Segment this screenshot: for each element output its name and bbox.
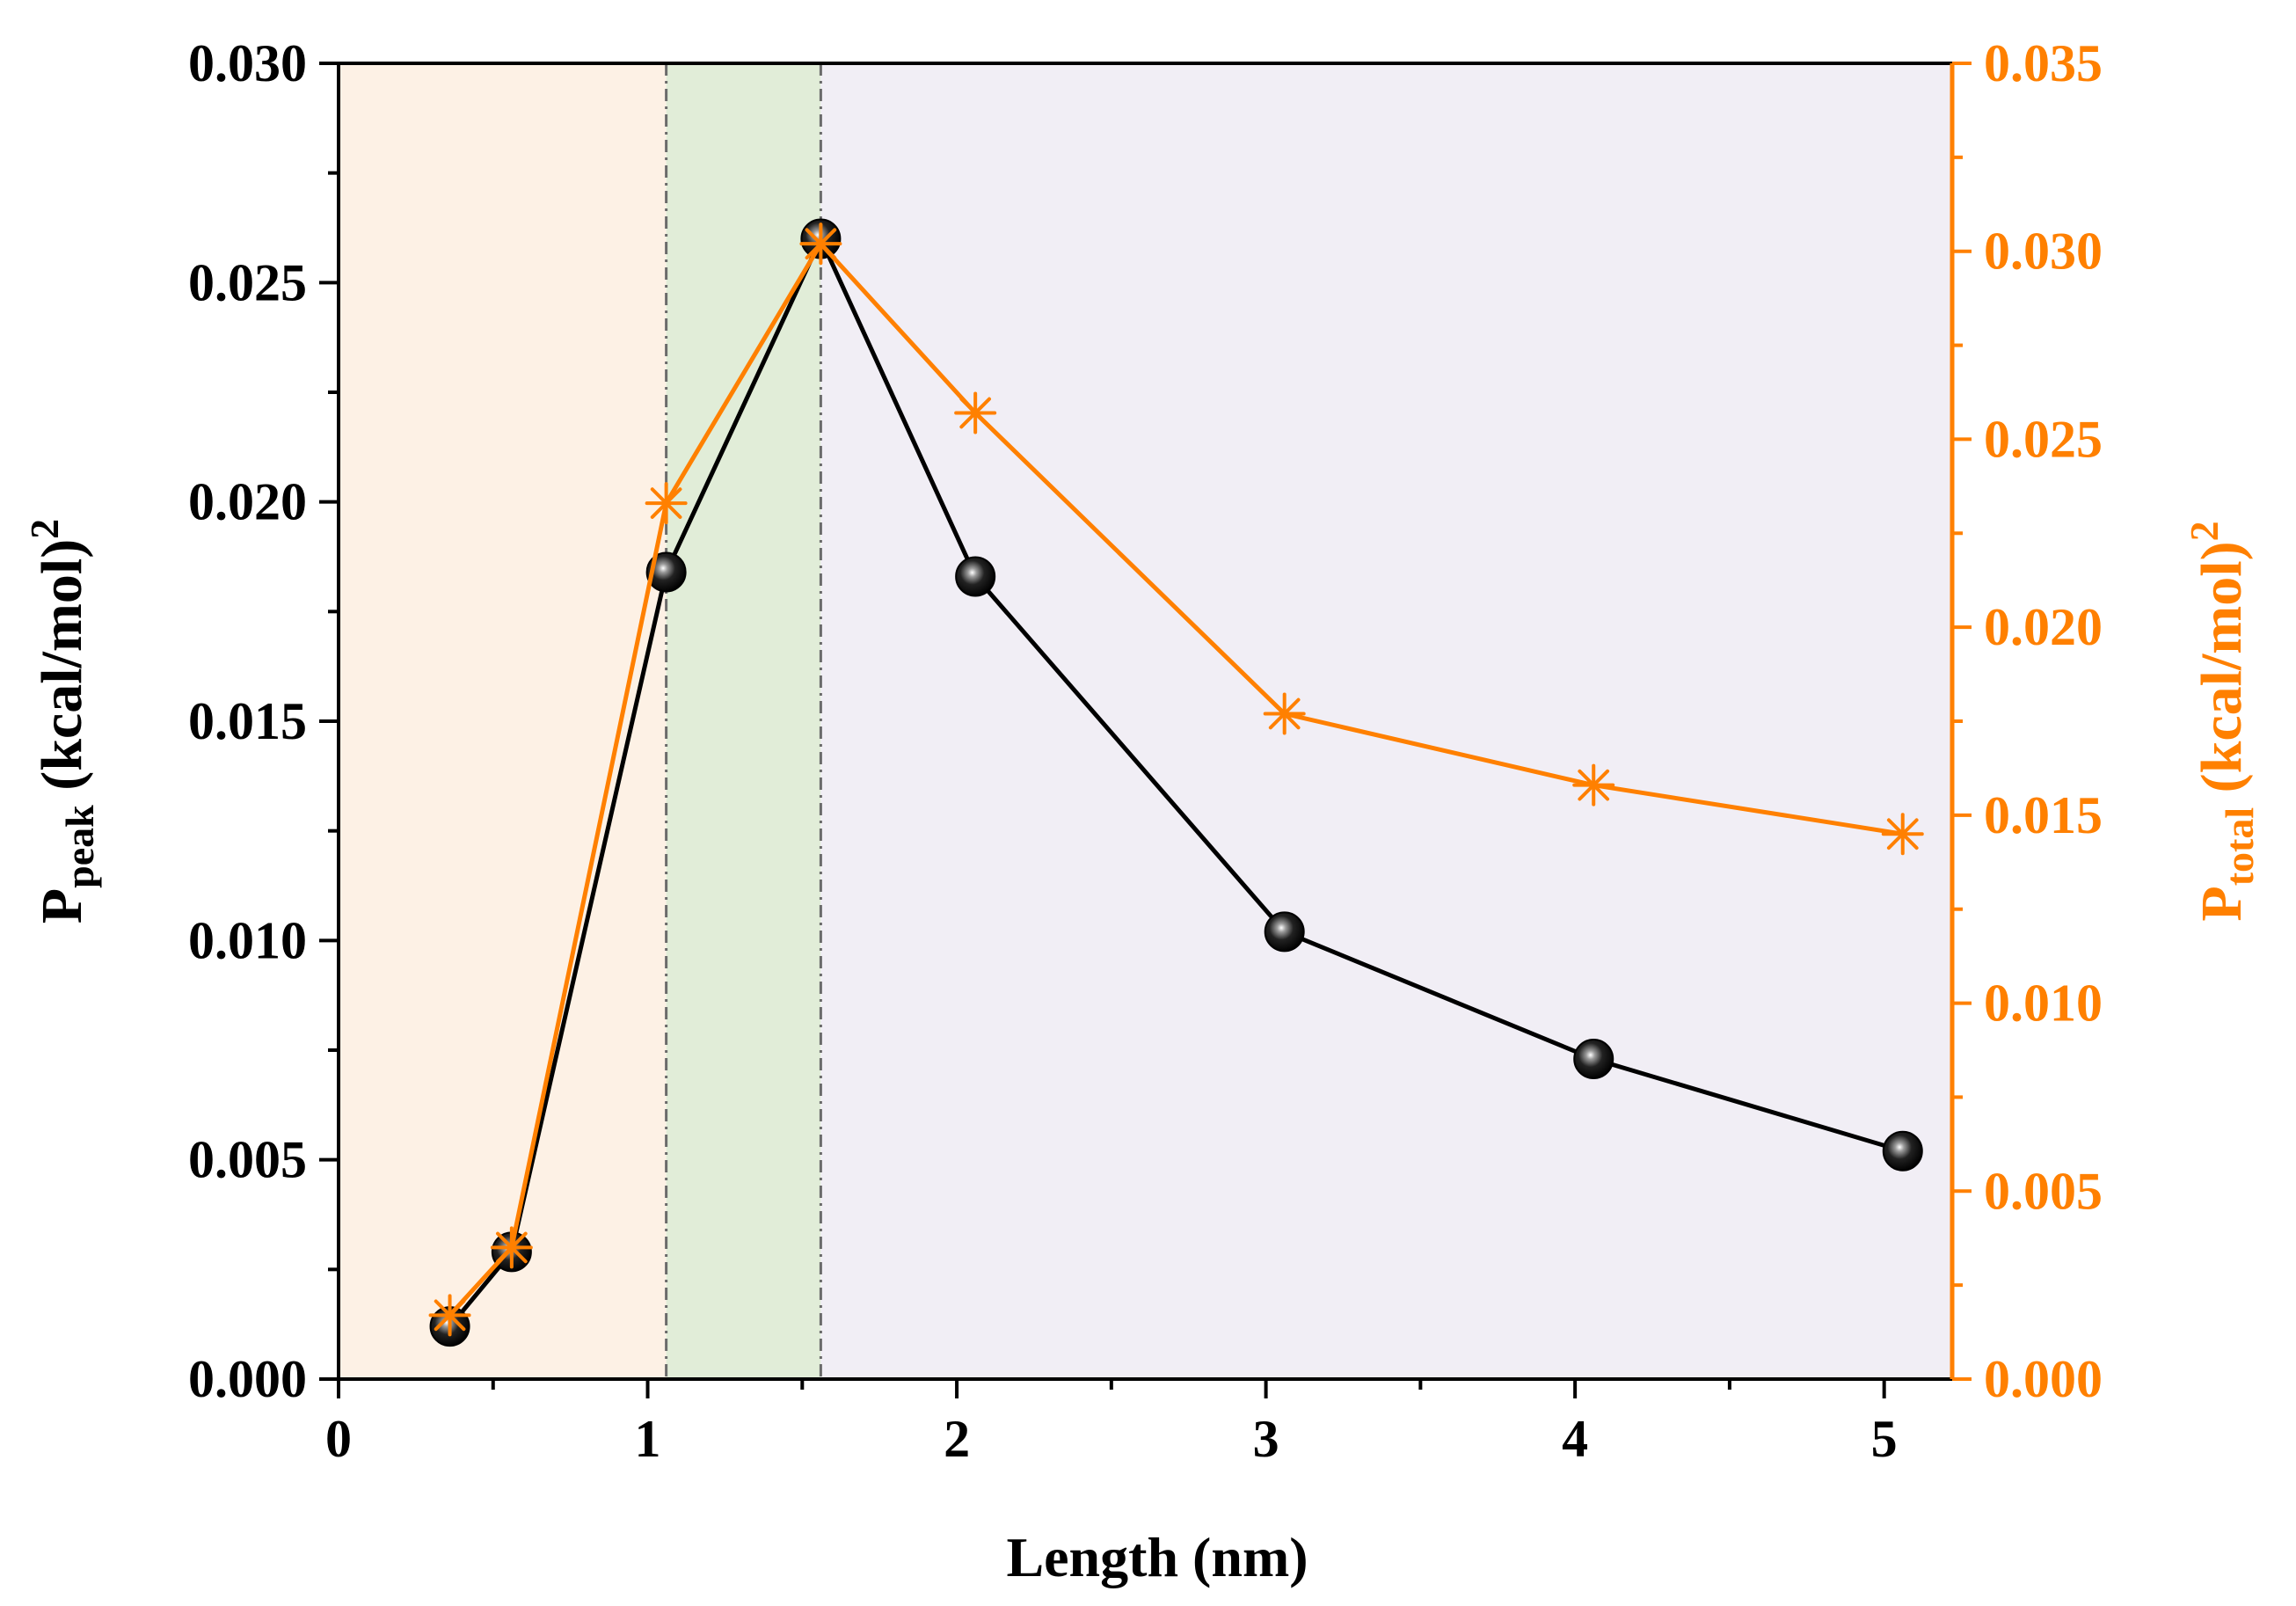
x-tick-label-3: 3	[1253, 1410, 1279, 1468]
background-regions	[339, 63, 1952, 1379]
x-tick-label-4: 4	[1562, 1410, 1588, 1468]
x-tick-label-5: 5	[1871, 1410, 1898, 1468]
left-y-tick-label-6: 0.030	[188, 34, 307, 92]
left-y-axis-title-rest: (kcal/mol)	[30, 539, 94, 805]
total-point-1	[490, 1226, 533, 1269]
left-y-axis-title-sub: peak	[57, 805, 102, 888]
right-y-tick-label-0: 0.000	[1984, 1350, 2103, 1408]
x-tick-label-0: 0	[325, 1410, 352, 1468]
x-axis-title: Length (nm)	[1006, 1526, 1308, 1588]
peak-point-2	[645, 551, 687, 593]
region-divider-lines	[665, 63, 822, 1379]
plot-series	[428, 218, 1924, 1347]
axes: 0 1 2 3 4 5 0.000 0.005 0.010 0.015 0.020 0.025 0.03…	[188, 34, 2103, 1468]
right-y-axis-title: Ptotal (kcal/mol)2	[2182, 521, 2262, 921]
right-y-axis-title-rest: (kcal/mol)	[2190, 541, 2254, 807]
region-1	[666, 63, 821, 1379]
left-y-tick-label-3: 0.015	[188, 692, 307, 750]
left-y-tick-label-2: 0.010	[188, 911, 307, 969]
left-y-tick-label-4: 0.020	[188, 473, 307, 531]
right-y-tick-label-5: 0.025	[1984, 410, 2103, 468]
right-y-axis-title-sub: total	[2217, 807, 2262, 886]
right-y-tick-label-4: 0.020	[1984, 598, 2103, 656]
total-point-0	[428, 1294, 471, 1337]
left-y-axis-title-sup: 2	[22, 519, 67, 539]
right-y-tick-label-3: 0.015	[1984, 786, 2103, 844]
region-0	[339, 63, 667, 1379]
right-y-tick-label-1: 0.005	[1984, 1162, 2103, 1220]
x-tick-label-1: 1	[635, 1410, 661, 1468]
peak-point-5	[1264, 911, 1305, 953]
x-tick-label-2: 2	[944, 1410, 970, 1468]
right-y-tick-label-2: 0.010	[1984, 975, 2103, 1033]
right-y-axis-title-sup: 2	[2182, 521, 2227, 541]
left-y-tick-label-0: 0.000	[188, 1350, 307, 1408]
total-point-6	[1572, 763, 1615, 807]
peak-point-6	[1573, 1038, 1614, 1079]
total-point-5	[1263, 692, 1306, 735]
left-y-axis-title: Ppeak (kcal/mol)2	[22, 519, 102, 923]
series-line-p-peak	[448, 237, 1904, 1328]
left-y-axis-title-main: P	[30, 888, 94, 923]
series-line-p-total	[448, 241, 1904, 1317]
right-y-tick-label-7: 0.035	[1984, 34, 2103, 92]
total-point-2	[645, 482, 688, 525]
region-2	[820, 63, 1952, 1379]
right-y-axis-title-main: P	[2190, 886, 2254, 921]
total-point-3	[799, 223, 842, 266]
left-y-tick-label-1: 0.005	[188, 1131, 307, 1189]
total-point-7	[1881, 813, 1924, 856]
total-point-4	[954, 391, 997, 434]
peak-point-7	[1882, 1130, 1923, 1172]
left-y-tick-label-5: 0.025	[188, 253, 307, 311]
axis-labels: Length (nm) Ppeak (kcal/mol)2 Ptotal (kc…	[22, 519, 2262, 1588]
peak-point-4	[955, 556, 996, 597]
right-y-tick-label-6: 0.030	[1984, 223, 2103, 281]
